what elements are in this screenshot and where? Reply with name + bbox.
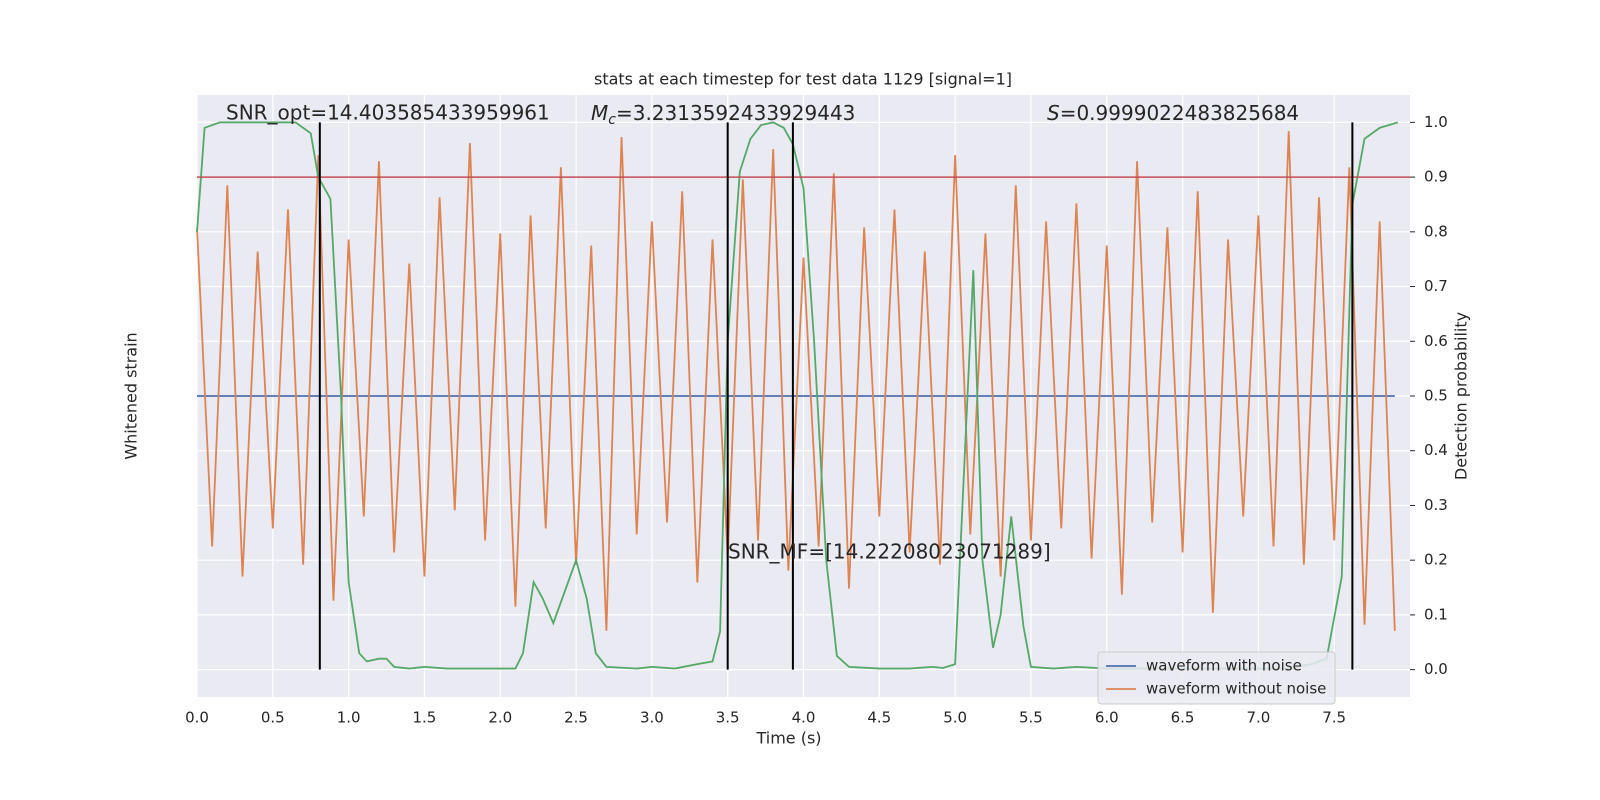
x-tick-label: 3.0 — [640, 709, 664, 727]
y2-axis-label: Detection probability — [1452, 312, 1471, 480]
annotation: Mc=3.2313592433929443 — [591, 101, 855, 129]
x-tick-label: 0.5 — [261, 709, 285, 727]
y2-tick-label: 1.0 — [1424, 113, 1448, 131]
y2-tick-label: 0.2 — [1424, 551, 1448, 569]
annotation: S=0.9999022483825684 — [1047, 101, 1299, 125]
x-tick-label: 3.5 — [716, 709, 740, 727]
x-tick-label: 6.0 — [1095, 709, 1119, 727]
annotation-text: =3.2313592433929443 — [616, 101, 855, 125]
x-tick-label: 1.5 — [413, 709, 437, 727]
annotation-text: =0.9999022483825684 — [1060, 101, 1299, 125]
y2-tick-label: 0.7 — [1424, 277, 1448, 295]
x-axis-label: Time (s) — [755, 729, 821, 748]
x-tick-label: 5.5 — [1019, 709, 1043, 727]
legend-label: waveform without noise — [1146, 680, 1326, 698]
y-axis-label: Whitened strain — [122, 332, 141, 459]
x-tick-label: 2.5 — [564, 709, 588, 727]
x-tick-label: 7.5 — [1322, 709, 1346, 727]
y2-tick-label: 0.5 — [1424, 387, 1448, 405]
y2-tick-label: 0.9 — [1424, 168, 1448, 186]
y2-tick-label: 0.6 — [1424, 332, 1448, 350]
x-tick-label: 4.0 — [792, 709, 816, 727]
x-tick-label: 2.0 — [488, 709, 512, 727]
legend-box — [1097, 651, 1336, 705]
y2-tick-label: 0.0 — [1424, 660, 1448, 678]
annotation-subscript: c — [608, 112, 616, 128]
annotation-symbol: M — [591, 101, 608, 125]
series-line — [196, 131, 1396, 631]
y2-tick-label: 0.3 — [1424, 496, 1448, 514]
x-tick-label: 7.0 — [1246, 709, 1270, 727]
x-tick-label: 1.0 — [337, 709, 361, 727]
y2-tick-label: 0.4 — [1424, 441, 1448, 459]
annotation: SNR_MF=[14.22208023071289] — [728, 540, 1051, 564]
annotation-symbol: S — [1047, 101, 1060, 125]
x-tick-label: 5.0 — [943, 709, 967, 727]
legend-label: waveform with noise — [1146, 657, 1302, 675]
y2-tick-label: 0.1 — [1424, 605, 1448, 623]
y2-tick-label: 0.8 — [1424, 222, 1448, 240]
x-tick-label: 6.5 — [1171, 709, 1195, 727]
annotation: SNR_opt=14.403585433959961 — [226, 101, 550, 125]
x-tick-label: 4.5 — [867, 709, 891, 727]
chart-title: stats at each timestep for test data 112… — [594, 70, 1012, 89]
x-tick-label: 0.0 — [185, 709, 209, 727]
